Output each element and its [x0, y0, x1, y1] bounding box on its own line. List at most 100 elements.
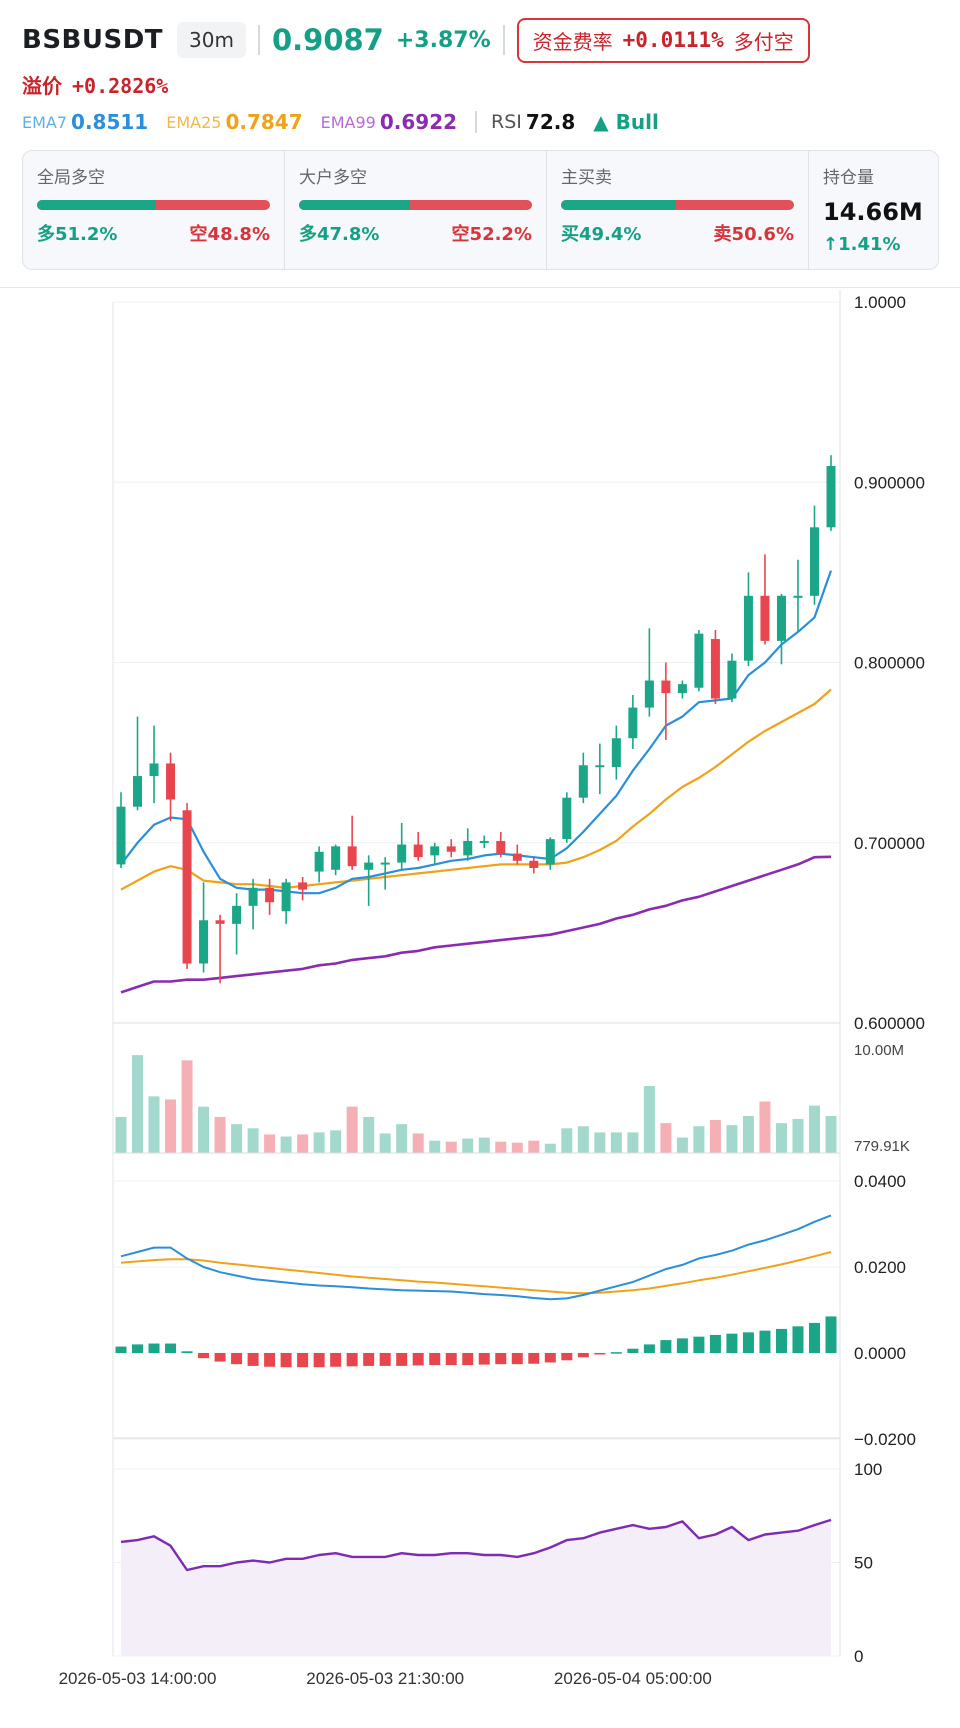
- candle-body: [199, 920, 209, 964]
- volume-bar: [412, 1133, 424, 1153]
- macd-axis-label: 0.0000: [854, 1344, 906, 1363]
- macd-histogram-bar: [627, 1348, 639, 1353]
- volume-bar: [495, 1141, 507, 1153]
- sentiment-cards: 全局多空 多51.2% 空48.8% 大户多空 多47.8% 空52.2% 主买卖 …: [22, 150, 939, 270]
- volume-bar: [462, 1138, 474, 1153]
- candle-body: [232, 905, 242, 924]
- long-value: 多51.2%: [37, 224, 118, 245]
- candle-body: [644, 680, 654, 708]
- volume-bar: [660, 1123, 672, 1153]
- volume-bar: [594, 1132, 606, 1153]
- volume-bar: [445, 1141, 457, 1153]
- long-fill: [561, 200, 677, 210]
- open-interest-card[interactable]: 持仓量 14.66M ↑1.41%: [809, 151, 936, 269]
- card-title: 全局多空: [37, 168, 105, 188]
- candle-body: [793, 595, 803, 598]
- candle-body: [496, 840, 506, 854]
- candle-body: [166, 763, 176, 800]
- ema99-line: [120, 855, 832, 994]
- candle-body: [413, 844, 423, 858]
- open-interest-change: ↑1.41%: [823, 234, 901, 255]
- time-axis-label: 2026-05-04 05:00:00: [554, 1669, 712, 1688]
- last-price: 0.9087: [271, 23, 384, 57]
- macd-histogram-bar: [379, 1353, 391, 1366]
- macd-axis-label: −0.0200: [854, 1430, 916, 1449]
- candle-body: [826, 466, 836, 528]
- funding-rate-badge[interactable]: 资金费率 +0.0111% 多付空: [516, 17, 810, 63]
- volume-bar: [132, 1055, 144, 1153]
- volume-bar: [363, 1116, 375, 1153]
- volume-bar: [627, 1132, 639, 1153]
- funding-rate-value: +0.0111%: [622, 28, 724, 52]
- ema7-value: 0.8511: [71, 110, 149, 134]
- volume-bar: [759, 1101, 771, 1153]
- open-interest-value: 14.66M: [823, 198, 923, 226]
- volume-bar: [297, 1134, 309, 1153]
- candle-body: [463, 840, 473, 856]
- macd-histogram-bar: [313, 1353, 325, 1368]
- macd-histogram-bar: [181, 1351, 193, 1353]
- volume-bar: [396, 1124, 408, 1153]
- macd-histogram-bar: [676, 1338, 688, 1353]
- price-axis-label: 0.900000: [854, 473, 925, 492]
- rsi-area: [121, 1519, 831, 1656]
- macd-histogram-bar: [280, 1353, 292, 1368]
- candle-body: [298, 882, 308, 890]
- macd-histogram-bar: [115, 1346, 127, 1353]
- volume-bar: [726, 1125, 738, 1153]
- macd-axis-label: 0.0400: [854, 1172, 906, 1191]
- candle-body: [743, 595, 753, 661]
- macd-histogram-bar: [412, 1353, 424, 1366]
- macd-histogram-bar: [561, 1353, 573, 1361]
- macd-histogram-bar: [808, 1322, 820, 1353]
- candle-body: [727, 660, 737, 699]
- global-long-short-card[interactable]: 全局多空 多51.2% 空48.8%: [23, 151, 285, 269]
- ema99-label: EMA99: [320, 112, 376, 132]
- header-divider: [257, 25, 260, 55]
- volume-axis-label: 779.91K: [854, 1138, 910, 1155]
- long-fill: [299, 200, 411, 210]
- sell-value: 卖50.6%: [713, 224, 794, 245]
- ratio-bar: [561, 200, 794, 210]
- volume-bar: [528, 1140, 540, 1153]
- macd-histogram-bar: [528, 1353, 540, 1364]
- macd-histogram-bar: [214, 1353, 226, 1362]
- volume-bar: [330, 1130, 342, 1153]
- volume-bar: [346, 1106, 358, 1153]
- rsi-label: RSI: [491, 111, 522, 133]
- buy-value: 买49.4%: [561, 224, 642, 245]
- candle-body: [611, 738, 621, 768]
- volume-bar: [165, 1099, 177, 1153]
- premium-row: 溢价 +0.2826%: [22, 70, 168, 99]
- candle-body: [133, 776, 143, 807]
- rsi-axis-label: 0: [854, 1647, 863, 1666]
- price-axis-label: 0.600000: [854, 1014, 925, 1033]
- kline-chart[interactable]: 1.0000 0.900000 0.800000 0.700000 0.600000 10…: [0, 290, 960, 1728]
- volume-bar: [610, 1132, 622, 1153]
- indicator-row: EMA7 0.8511 EMA25 0.7847 EMA99 0.6922 RS…: [22, 110, 677, 134]
- macd-histogram-bar: [577, 1353, 589, 1358]
- volume-bar: [808, 1105, 820, 1153]
- candle-body: [331, 846, 341, 870]
- macd-histogram-bar: [511, 1353, 523, 1365]
- candle-body: [281, 882, 291, 912]
- header: BSBUSDT 30m 0.9087 +3.87% 资金费率 +0.0111% …: [22, 16, 942, 64]
- volume-axis-label: 10.00M: [854, 1042, 904, 1059]
- top-trader-long-short-card[interactable]: 大户多空 多47.8% 空52.2%: [285, 151, 547, 269]
- symbol-title[interactable]: BSBUSDT: [22, 25, 164, 55]
- funding-side: 多付空: [733, 29, 794, 54]
- rsi-axis-label: 50: [854, 1554, 873, 1573]
- ratio-bar: [299, 200, 532, 210]
- divider: [0, 287, 960, 288]
- macd-histogram-bar: [132, 1344, 144, 1353]
- macd-histogram-bar: [709, 1334, 721, 1353]
- card-title: 主买卖: [561, 168, 612, 188]
- candle-body: [595, 765, 605, 768]
- candle-body: [380, 862, 390, 865]
- macd-histogram-bar: [742, 1332, 754, 1353]
- taker-buy-sell-card[interactable]: 主买卖 买49.4% 卖50.6%: [547, 151, 809, 269]
- candle-body: [265, 887, 275, 903]
- rsi-axis-label: 100: [854, 1460, 882, 1479]
- candle-body: [314, 851, 324, 872]
- timeframe-button[interactable]: 30m: [177, 22, 246, 58]
